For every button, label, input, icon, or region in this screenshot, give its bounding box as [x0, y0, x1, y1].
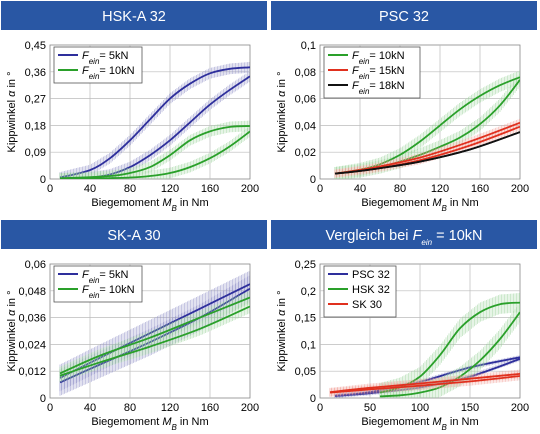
x-tick-label: 160: [471, 183, 489, 195]
y-tick-label: 0,27: [25, 94, 46, 106]
series-line: [59, 66, 250, 179]
panel-title: HSK-A 32: [102, 9, 166, 25]
legend-label: PSC 32: [352, 269, 390, 281]
x-tick-label: 200: [241, 402, 259, 414]
y-tick-label: 0: [40, 174, 46, 186]
y-tick-label: 0,1: [301, 40, 316, 52]
x-tick-label: 160: [201, 402, 219, 414]
y-tick-label: 0: [310, 393, 316, 405]
legend-box: [53, 265, 143, 303]
y-axis-label: Kippwinkel α in °: [276, 291, 288, 372]
plot-series: [59, 62, 250, 179]
legend-label: HSK 32: [352, 284, 390, 296]
x-tick-label: 80: [124, 402, 136, 414]
legend-label: SK 30: [352, 299, 382, 311]
y-tick-label: 0,18: [25, 120, 46, 132]
chart-panel: Vergleich bei Fein = 10kN 0 50 100 150 200 0 0,…: [271, 220, 537, 432]
panel-header: [1, 1, 267, 30]
x-tick-label: 0: [47, 183, 53, 195]
legend-label: Fein= 18kN: [352, 80, 405, 96]
y-tick-label: 0,04: [295, 120, 316, 132]
legend-label: Fein= 10kN: [352, 50, 405, 66]
series-line: [334, 131, 520, 175]
y-tick-label: 0,012: [18, 366, 46, 378]
legend-label: Fein= 10kN: [82, 284, 135, 300]
panel-header: [271, 220, 537, 249]
y-tick-label: 0,1: [301, 339, 316, 351]
x-axis-label: Biegemoment MB in Nm: [361, 416, 478, 432]
y-tick-label: 0,036: [18, 313, 46, 325]
series-line: [329, 373, 520, 393]
chart-panel: PSC 32 0 40 80 120 160 200 0 0,02 0,04 0,06 0,08 0,1…: [271, 1, 537, 213]
y-axis-label: Kippwinkel α in °: [6, 72, 18, 153]
y-tick-label: 0: [310, 174, 316, 186]
x-tick-label: 100: [411, 402, 429, 414]
series-line: [59, 125, 250, 179]
series-line: [329, 375, 520, 394]
x-tick-label: 120: [161, 183, 179, 195]
plot-series: [329, 292, 520, 398]
y-tick-label: 0,09: [25, 147, 46, 159]
series-green: [59, 120, 250, 179]
legend-box: [53, 46, 143, 84]
x-tick-label: 0: [317, 402, 323, 414]
x-tick-label: 200: [511, 183, 529, 195]
y-tick-label: 0,08: [295, 67, 316, 79]
series-line: [59, 130, 250, 179]
y-tick-label: 0,36: [25, 67, 46, 79]
legend-label: Fein= 5kN: [82, 269, 129, 285]
x-tick-label: 0: [317, 183, 323, 195]
series-line: [59, 305, 250, 377]
x-axis-label: Biegemoment MB in Nm: [361, 197, 478, 213]
y-tick-label: 0,02: [295, 147, 316, 159]
chart-panel: SK-A 30 0 40 80 120 160 200 0 0,012 0,024 0,036 0,0…: [1, 220, 267, 432]
series-red: [329, 369, 520, 397]
chart-panel: HSK-A 32 0 40 80 120 160 200 0 0,09 0,18 0,27 0,36 0…: [1, 1, 267, 213]
x-axis-label: Biegemoment MB in Nm: [91, 416, 208, 432]
series-line: [334, 76, 520, 175]
legend-label: Fein= 15kN: [352, 65, 405, 81]
panel-header: [271, 1, 537, 30]
x-tick-label: 80: [394, 183, 406, 195]
x-tick-label: 40: [354, 183, 366, 195]
panel-title: Vergleich bei Fein = 10kN: [326, 228, 483, 247]
y-tick-label: 0,05: [295, 366, 316, 378]
y-tick-label: 0,45: [25, 40, 46, 52]
x-tick-label: 40: [84, 183, 96, 195]
panel-title: SK-A 30: [107, 228, 160, 244]
series-line: [59, 296, 250, 375]
series-black: [334, 131, 520, 175]
legend-label: Fein= 5kN: [82, 50, 129, 66]
y-tick-label: 0: [40, 393, 46, 405]
y-tick-label: 0,25: [295, 259, 316, 271]
series-green: [59, 291, 250, 383]
y-tick-label: 0,024: [18, 339, 46, 351]
x-tick-label: 200: [511, 402, 529, 414]
panel-title: PSC 32: [379, 9, 429, 25]
y-tick-label: 0,2: [301, 286, 316, 298]
plot-series: [59, 271, 250, 396]
panel-header: [1, 220, 267, 249]
x-tick-label: 120: [161, 402, 179, 414]
x-tick-label: 120: [431, 183, 449, 195]
y-tick-label: 0,048: [18, 286, 46, 298]
y-axis-label: Kippwinkel α in °: [276, 72, 288, 153]
x-tick-label: 80: [124, 183, 136, 195]
y-tick-label: 0,15: [295, 313, 316, 325]
x-tick-label: 200: [241, 183, 259, 195]
x-tick-label: 0: [47, 402, 53, 414]
y-axis-label: Kippwinkel α in °: [6, 291, 18, 372]
x-tick-label: 50: [364, 402, 376, 414]
plot-series: [334, 70, 520, 179]
x-tick-label: 40: [84, 402, 96, 414]
x-axis-label: Biegemoment MB in Nm: [91, 197, 208, 213]
y-tick-label: 0,06: [25, 259, 46, 271]
y-tick-label: 0,06: [295, 94, 316, 106]
legend-label: Fein= 10kN: [82, 65, 135, 81]
x-tick-label: 150: [461, 402, 479, 414]
x-tick-label: 160: [201, 183, 219, 195]
